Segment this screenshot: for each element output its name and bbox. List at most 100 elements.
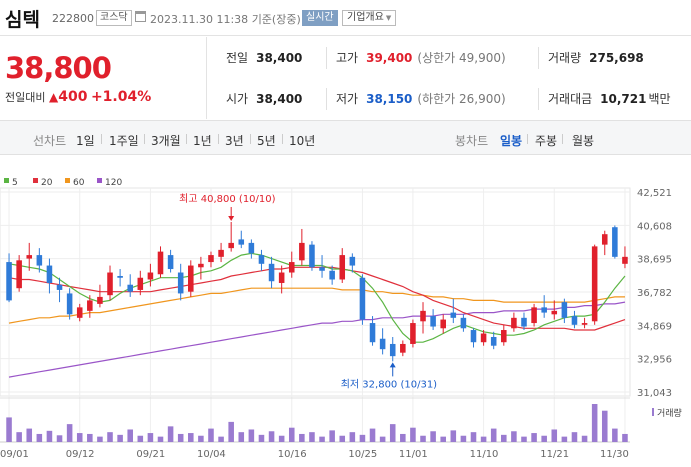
volume-bar — [56, 435, 63, 442]
tab-divider — [282, 134, 283, 144]
volume-bar — [369, 428, 376, 442]
x-tick-label: 09/01 — [0, 449, 29, 460]
company-overview-label: 기업개요 — [347, 12, 384, 23]
tab-3m[interactable]: 3개월 — [151, 134, 181, 148]
volume-bar — [228, 421, 234, 442]
volume-bar — [420, 435, 426, 442]
candle-body — [278, 272, 285, 283]
candle-body — [137, 277, 144, 290]
candle-body — [480, 333, 487, 343]
candle-body — [16, 260, 22, 289]
candle-body — [66, 293, 73, 315]
legend-label: 20 — [41, 178, 53, 188]
stat-value: 275,698 — [589, 50, 644, 65]
quote-datetime: 2023.11.30 11:38 기준(장중) — [150, 11, 301, 27]
volume-bar — [177, 433, 184, 442]
stat-label: 전일 — [226, 51, 249, 65]
calendar-icon — [135, 11, 146, 22]
stat-prev-close: 전일 38,400 — [226, 37, 302, 78]
tab-divider — [218, 134, 219, 144]
volume-bar — [349, 432, 356, 442]
candle-body — [511, 317, 517, 329]
volume-bar — [97, 436, 103, 442]
tab-1d[interactable]: 1일 — [76, 134, 95, 148]
company-overview-dropdown[interactable]: 기업개요 ▼ — [342, 10, 397, 26]
y-tick-label: 31,043 — [637, 388, 672, 399]
volume-bar — [359, 434, 366, 442]
stat-label: 저가 — [336, 92, 359, 106]
volume-bar — [531, 433, 537, 442]
candlestick-chart: 42,521 40,608 38,695 36,782 34,869 32,956 31,0… — [0, 178, 682, 460]
realtime-button[interactable]: 실시간 — [302, 10, 338, 26]
tab-1y[interactable]: 1년 — [193, 134, 212, 148]
tab-3y[interactable]: 3년 — [225, 134, 244, 148]
volume-bar — [36, 433, 43, 442]
volume-bar — [26, 428, 33, 442]
tab-1w[interactable]: 1주일 — [109, 134, 139, 148]
candle-body — [299, 242, 305, 261]
candle-body — [470, 330, 477, 343]
candle-body — [581, 323, 588, 325]
legend-swatch — [33, 178, 38, 183]
volume-bar — [299, 433, 305, 442]
candle-body — [6, 262, 12, 301]
volume-bar — [248, 429, 255, 442]
stat-open: 시가 38,400 — [226, 78, 302, 119]
upper-limit: (상한가 49,900) — [417, 51, 506, 65]
volume-bar — [440, 436, 446, 442]
stat-volume: 거래량 275,698 — [548, 37, 644, 78]
stat-trade-value: 거래대금 10,721 백만 — [548, 78, 671, 119]
stock-code: 222800 — [52, 12, 94, 25]
legend-label: 5 — [12, 178, 18, 188]
ma5-line — [8, 252, 626, 343]
volume-bar — [551, 429, 558, 442]
stat-value: 38,400 — [256, 91, 303, 106]
tab-10y[interactable]: 10년 — [289, 134, 316, 148]
candle-body — [612, 227, 618, 257]
ma120-line — [8, 301, 626, 378]
tab-weekly[interactable]: 주봉 — [535, 134, 558, 148]
volume-bar — [46, 430, 53, 442]
annotation-high-arrowhead — [228, 215, 235, 221]
candle-body — [177, 272, 184, 294]
x-tick-label: 11/30 — [600, 449, 629, 460]
candle-body — [56, 284, 63, 290]
candle-body — [117, 276, 123, 278]
x-tick-label: 10/04 — [197, 449, 226, 460]
candle-body — [76, 307, 83, 318]
stat-label: 거래량 — [548, 51, 582, 65]
volume-bar — [329, 430, 335, 442]
stat-value: 10,721 — [600, 91, 647, 106]
volume-bar — [339, 435, 346, 442]
y-tick-label: 36,782 — [637, 288, 672, 299]
tab-5y[interactable]: 5년 — [257, 134, 276, 148]
volume-bar — [16, 432, 22, 442]
volume-bar — [501, 434, 507, 442]
volume-bar — [309, 432, 315, 442]
volume-bar — [147, 433, 154, 442]
x-tick-label: 11/21 — [540, 449, 569, 460]
tab-daily[interactable]: 일봉 — [500, 134, 523, 148]
volume-bar — [490, 428, 497, 442]
stat-label: 고가 — [336, 51, 359, 65]
candle-body — [601, 234, 608, 245]
y-tick-label: 40,608 — [637, 221, 672, 232]
legend-swatch — [4, 178, 9, 183]
candle-body — [329, 270, 335, 280]
candle-body — [208, 255, 214, 263]
annotation-low: 최저 32,800 (10/31) — [341, 378, 437, 390]
candle-body — [410, 323, 416, 344]
annotation-low-arrowhead — [389, 362, 396, 368]
candle-chart-label: 봉차트 — [455, 134, 489, 148]
volume-bar — [137, 435, 144, 442]
tab-divider — [562, 134, 563, 144]
candle-body — [379, 338, 386, 350]
volume-bar — [87, 433, 93, 442]
tab-monthly[interactable]: 월봉 — [572, 134, 595, 148]
volume-bar — [400, 433, 406, 442]
volume-bar — [389, 424, 396, 442]
volume-bar — [107, 432, 113, 442]
x-tick-label: 11/10 — [470, 449, 499, 460]
stat-divider — [326, 88, 327, 110]
price-change: 전일대비 ▲400 +1.04% — [5, 89, 151, 105]
